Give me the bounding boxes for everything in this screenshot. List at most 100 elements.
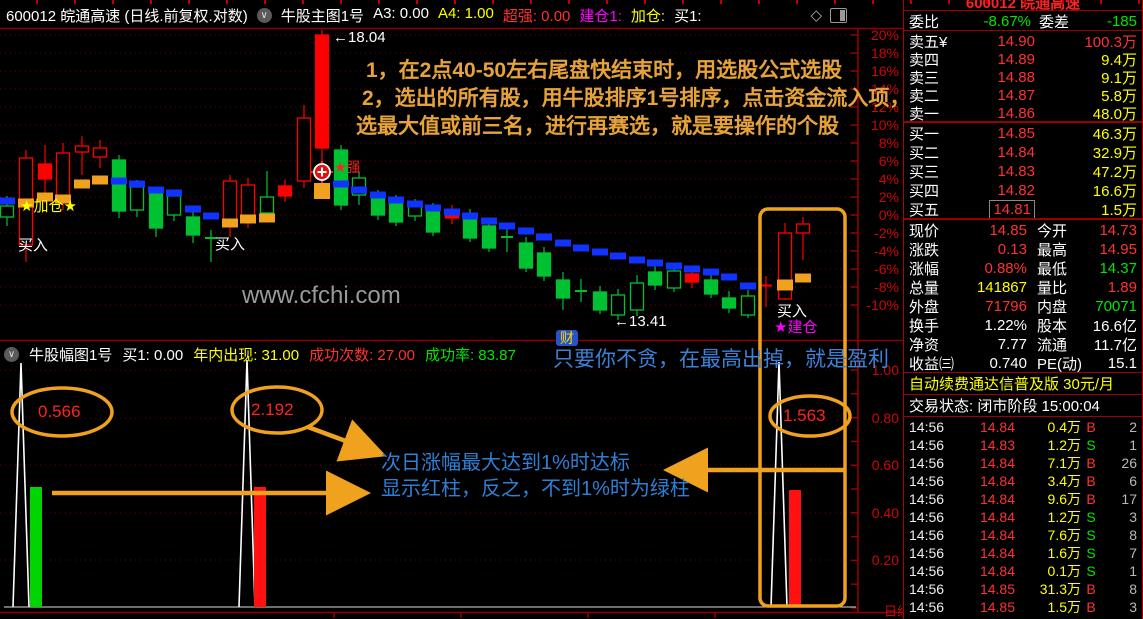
ask-row[interactable]: 卖一 14.86 48.0万 — [904, 103, 1142, 123]
tick-volume: 0.4万 — [1047, 419, 1081, 435]
tick-volume: 31.3万 — [1039, 581, 1081, 597]
sub-y-axis-label: 0.20 — [871, 552, 899, 568]
profit-note: 只要你不贪，在最高出掉，就是盈利 — [553, 348, 889, 371]
ask-price: 14.90 — [997, 33, 1035, 50]
ask-row[interactable]: 卖二 14.87 5.8万 — [904, 85, 1142, 105]
tick-volume: 7.6万 — [1047, 527, 1081, 543]
main-y-axis-label: 2% — [878, 189, 899, 205]
bid-book: 买一 14.85 46.3万 买二 14.84 32.9万 买三 14.83 47.2万 买四 14… — [904, 123, 1142, 219]
tick-row[interactable]: 14:56 14.84 0.1万 S 1 — [904, 561, 1142, 579]
main-y-axis-label: 12% — [870, 99, 899, 115]
tick-row[interactable]: 14:56 14.84 1.2万 S 3 — [904, 507, 1142, 525]
tick-volume: 1.5万 — [1047, 599, 1081, 615]
tick-row[interactable]: 14:56 14.83 1.2万 S 1 — [904, 435, 1142, 453]
bid-volume: 32.9万 — [1092, 145, 1137, 162]
sub-indicator-header: ∨ 牛股幅图1号 买1: 0.00 年内出现: 31.00 成功次数: 27.00 成… — [0, 343, 907, 365]
tick-list[interactable]: 14:56 14.84 0.4万 B 2 14:56 14.83 1.2万 S 1 14:56 14.… — [904, 417, 1142, 615]
annotation-shapes — [10, 207, 852, 608]
ask-book: 卖五¥ 14.90 100.3万 卖四 14.89 9.4万 卖三 14.88 9.1万 卖二 14… — [904, 31, 1142, 123]
tick-row[interactable]: 14:56 14.84 7.1万 B 26 — [904, 453, 1142, 471]
bid-price: 14.83 — [997, 163, 1035, 180]
stat-value: 1.89 — [1107, 279, 1137, 296]
tick-row[interactable]: 14:56 14.85 1.5万 B 3 — [904, 597, 1142, 615]
tick-side: S — [1086, 509, 1096, 525]
sub-indicator-name[interactable]: 牛股幅图1号 — [29, 346, 113, 364]
stat-label: PE(动) — [1037, 356, 1083, 373]
stat-row: 净资 7.77 流通 11.7亿 — [904, 334, 1142, 354]
low-price-label: ←13.41 — [614, 313, 667, 330]
bid-volume: 46.3万 — [1092, 126, 1137, 143]
main-price-pane — [0, 30, 811, 320]
ask-price: 14.88 — [997, 69, 1035, 86]
weicha-label: 委差 — [1039, 14, 1070, 31]
signal-value-1: 0.566 — [38, 402, 81, 421]
tick-side: B — [1086, 473, 1096, 489]
tick-count: 7 — [1129, 545, 1137, 561]
tick-row[interactable]: 14:56 14.85 31.3万 B 8 — [904, 579, 1142, 597]
bid-row[interactable]: 买四 14.82 16.6万 — [904, 180, 1142, 200]
rule-line-2: 显示红柱，反之，不到1%时为绿柱 — [381, 478, 690, 500]
tick-side: S — [1086, 527, 1096, 543]
ask-row[interactable]: 卖四 14.89 9.4万 — [904, 49, 1142, 69]
tick-row[interactable]: 14:56 14.84 9.6万 B 17 — [904, 489, 1142, 507]
tick-row[interactable]: 14:56 14.84 0.4万 B 2 — [904, 417, 1142, 435]
main-y-axis-label: -4% — [874, 243, 899, 259]
tick-count: 2 — [1129, 419, 1137, 435]
stat-label: 股本 — [1037, 318, 1068, 335]
tick-price: 14.84 — [979, 545, 1015, 561]
window-layout-icon[interactable] — [830, 7, 847, 23]
candlestick-chart[interactable] — [0, 0, 903, 619]
tick-row[interactable]: 14:56 14.84 1.6万 S 7 — [904, 543, 1142, 561]
bid-row[interactable]: 买三 14.83 47.2万 — [904, 161, 1142, 181]
tick-count: 26 — [1121, 455, 1137, 471]
tick-time: 14:56 — [909, 419, 945, 435]
ask-label: 卖三 — [909, 70, 940, 87]
main-indicator-name[interactable]: 牛股主图1号 — [280, 7, 365, 25]
tick-row[interactable]: 14:56 14.84 7.6万 S 8 — [904, 525, 1142, 543]
sub-y-axis-label: 0.60 — [871, 457, 899, 473]
tick-time: 14:56 — [909, 455, 945, 471]
stat-value: 14.37 — [1099, 260, 1137, 277]
tick-count: 1 — [1129, 437, 1137, 453]
bid-label: 买三 — [909, 164, 940, 181]
tick-count: 17 — [1121, 491, 1137, 507]
main-y-axis-label: 16% — [870, 63, 899, 79]
signal-value-3: 1.563 — [783, 406, 826, 425]
stat-label: 流通 — [1037, 337, 1068, 354]
chevron-circle-icon[interactable]: ∨ — [4, 346, 19, 362]
indicator-param: 超强: 0.00 — [502, 7, 571, 25]
tick-time: 14:56 — [909, 473, 945, 489]
bid-price: 14.84 — [997, 144, 1035, 161]
sub-indicator-param: 买1: 0.00 — [122, 346, 184, 364]
tick-count: 3 — [1129, 599, 1137, 615]
bid-row[interactable]: 买一 14.85 46.3万 — [904, 123, 1142, 143]
note-line-1: 1，在2点40-50左右尾盘快结束时，用选股公式选股 — [366, 59, 843, 82]
tick-side: S — [1086, 437, 1096, 453]
tick-row[interactable]: 14:56 14.84 3.4万 B 6 — [904, 471, 1142, 489]
tick-side: B — [1086, 455, 1096, 471]
tick-time: 14:56 — [909, 545, 945, 561]
tick-count: 8 — [1129, 581, 1137, 597]
ask-row[interactable]: 卖五¥ 14.90 100.3万 — [904, 31, 1142, 51]
tick-price: 14.85 — [979, 599, 1015, 615]
tick-volume: 1.6万 — [1047, 545, 1081, 561]
bid-row[interactable]: 买二 14.84 32.9万 — [904, 142, 1142, 162]
stat-value: 14.73 — [1099, 222, 1137, 239]
promo-banner[interactable]: 自动续费通达信普及版 30元/月 — [909, 376, 1115, 393]
ask-row[interactable]: 卖三 14.88 9.1万 — [904, 67, 1142, 87]
high-price-label: ←18.04 — [333, 29, 386, 46]
tick-price: 14.83 — [979, 437, 1015, 453]
tick-volume: 1.2万 — [1047, 437, 1081, 453]
stat-value: 7.77 — [997, 336, 1027, 353]
indicator-param: 建仓1: — [579, 7, 622, 25]
diamond-icon[interactable]: ◇ — [810, 7, 822, 24]
stat-label: 最低 — [1037, 261, 1068, 278]
stock-title[interactable]: 600012 皖通高速 (日线.前复权.对数) — [6, 7, 248, 25]
bid-volume: 1.5万 — [1101, 202, 1137, 219]
bid-row[interactable]: 买五 14.81 1.5万 — [904, 199, 1142, 219]
sub-indicator-param: 年内出现: 31.00 — [193, 346, 300, 364]
tick-time: 14:56 — [909, 563, 945, 579]
stat-label: 内盘 — [1037, 299, 1068, 316]
tick-side: B — [1086, 491, 1096, 507]
chevron-circle-icon[interactable]: ∨ — [256, 7, 272, 23]
